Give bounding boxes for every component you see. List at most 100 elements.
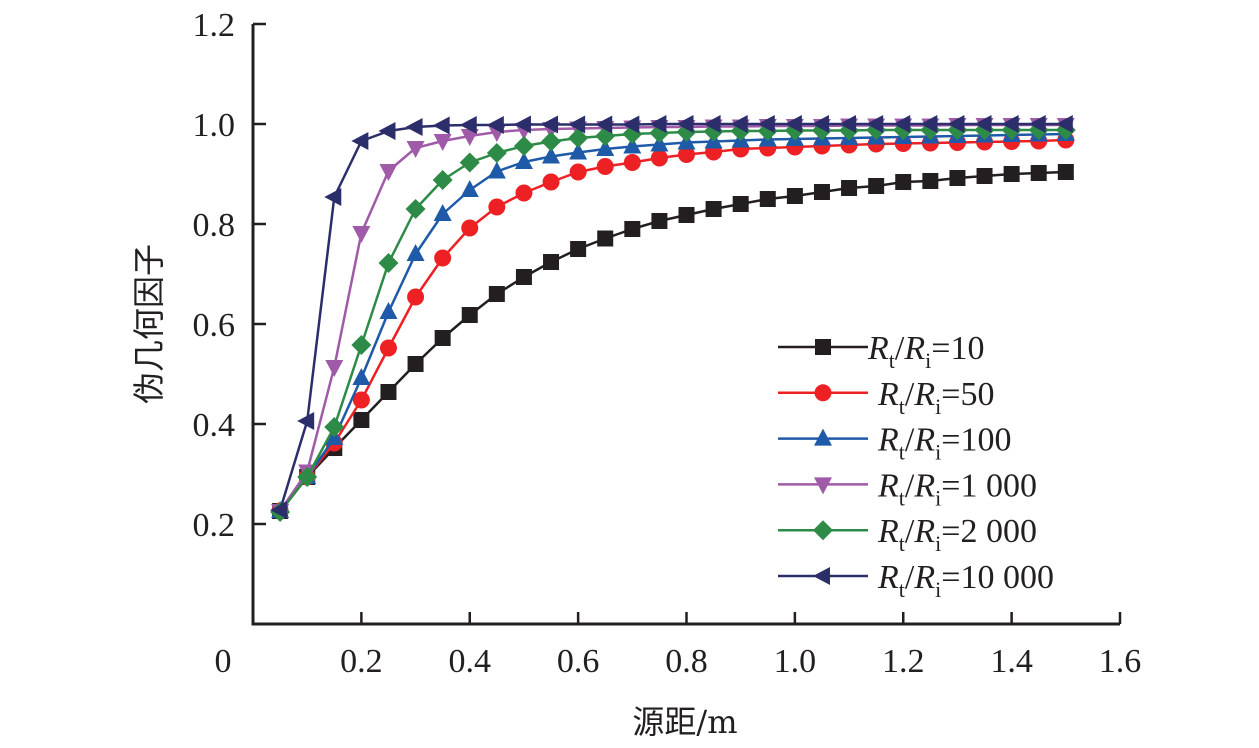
data-point bbox=[651, 213, 668, 229]
legend-label-part: / bbox=[905, 513, 915, 550]
legend-label-part: t bbox=[899, 394, 905, 419]
x-tick-label: 0.2 bbox=[340, 643, 383, 680]
data-point bbox=[623, 154, 641, 171]
y-tick-label: 0.8 bbox=[193, 207, 236, 244]
data-point bbox=[515, 184, 533, 202]
data-point bbox=[352, 368, 371, 385]
y-tick-label: 0.6 bbox=[193, 307, 236, 344]
data-point bbox=[543, 254, 560, 270]
legend-label-part: / bbox=[905, 422, 915, 459]
legend-marker-square bbox=[815, 339, 831, 355]
data-point bbox=[353, 412, 370, 428]
legend-item[interactable]: Rt/Ri=10 000 bbox=[778, 559, 1054, 602]
data-point bbox=[486, 116, 504, 134]
data-point bbox=[297, 412, 315, 430]
data-point bbox=[596, 139, 615, 156]
legend-label-part: R bbox=[913, 559, 935, 596]
data-point bbox=[542, 146, 561, 164]
x-tick-label: 1.0 bbox=[774, 643, 817, 680]
legend-label: Rt/Ri=2 000 bbox=[877, 513, 1037, 556]
data-point bbox=[1001, 115, 1019, 133]
legend-label-part: / bbox=[905, 559, 915, 596]
series-layer bbox=[270, 115, 1076, 522]
legend-label-part: R bbox=[877, 467, 899, 504]
data-point bbox=[974, 115, 992, 133]
data-point bbox=[325, 360, 344, 377]
x-tick-label: 1.6 bbox=[1099, 643, 1142, 680]
legend-label-part: R bbox=[913, 376, 935, 413]
data-point bbox=[732, 196, 749, 212]
axes: 0.2 0.4 0.6 0.8 1.0 1.2 0 0.2 0.4 0.6 0.8 1.0 1.2 1.4… bbox=[193, 7, 1142, 680]
x-tick-label: 1.2 bbox=[882, 643, 925, 680]
x-tick-label: 0.4 bbox=[449, 643, 492, 680]
data-point bbox=[920, 115, 938, 133]
legend-item[interactable]: Rt/Ri=10 bbox=[778, 330, 984, 373]
data-point bbox=[622, 115, 640, 134]
data-point bbox=[569, 163, 587, 181]
data-point bbox=[759, 191, 776, 207]
legend-item[interactable]: Rt/Ri=2 000 bbox=[778, 513, 1037, 556]
legend-label-part: R bbox=[913, 513, 935, 550]
data-point bbox=[976, 168, 993, 184]
legend-item[interactable]: Rt/Ri=1 000 bbox=[778, 467, 1037, 510]
data-point bbox=[460, 129, 479, 146]
x-tick-label: 0.8 bbox=[665, 643, 708, 680]
data-point bbox=[434, 249, 452, 267]
legend-label-part: / bbox=[895, 330, 905, 367]
legend-label-part: t bbox=[899, 440, 905, 465]
data-point bbox=[868, 178, 885, 194]
legend-label-part: i bbox=[935, 440, 941, 465]
legend-label-part: i bbox=[935, 394, 941, 419]
data-point bbox=[433, 134, 452, 151]
data-point bbox=[893, 115, 911, 133]
data-point bbox=[922, 173, 939, 189]
x-tick-label: 0.6 bbox=[557, 643, 600, 680]
legend-marker-triangle-up bbox=[814, 428, 832, 446]
data-point bbox=[432, 116, 450, 135]
legend-item[interactable]: Rt/Ri=100 bbox=[778, 422, 1011, 465]
data-point bbox=[866, 115, 884, 133]
data-point bbox=[1057, 164, 1074, 180]
data-point bbox=[460, 180, 479, 197]
legend-label-part: t bbox=[899, 485, 905, 510]
data-point bbox=[703, 115, 721, 133]
data-point bbox=[407, 288, 425, 306]
y-tick-label: 1.2 bbox=[193, 7, 236, 44]
data-point bbox=[624, 221, 641, 237]
data-point bbox=[757, 115, 775, 133]
y-tick-label: 0.2 bbox=[193, 507, 236, 544]
data-point bbox=[461, 307, 478, 323]
legend-label: Rt/Ri=50 bbox=[877, 376, 994, 419]
data-point bbox=[949, 170, 966, 186]
legend-label-part: R bbox=[877, 559, 899, 596]
data-point bbox=[461, 219, 479, 237]
data-point bbox=[351, 132, 369, 150]
legend-item[interactable]: Rt/Ri=50 bbox=[778, 376, 994, 419]
data-point bbox=[570, 241, 587, 257]
legend-label-part: =10 bbox=[931, 330, 984, 367]
data-point bbox=[487, 161, 506, 179]
data-point bbox=[513, 136, 534, 156]
legend-label-part: i bbox=[935, 531, 941, 556]
data-point bbox=[811, 115, 829, 133]
data-point bbox=[839, 115, 857, 133]
data-point bbox=[514, 152, 533, 169]
data-point bbox=[1055, 115, 1073, 133]
data-point bbox=[813, 184, 830, 200]
legend-label-part: R bbox=[877, 422, 899, 459]
legend-label-part: =50 bbox=[941, 376, 994, 413]
legend-label-part: R bbox=[867, 330, 889, 367]
data-point bbox=[378, 122, 396, 140]
data-point bbox=[515, 269, 532, 285]
data-point bbox=[270, 501, 288, 519]
data-point bbox=[705, 201, 722, 217]
x-axis-title: 源距/m bbox=[632, 703, 737, 741]
legend-label-part: =100 bbox=[941, 422, 1011, 459]
data-point bbox=[676, 115, 694, 133]
legend-label-part: =1 000 bbox=[941, 467, 1037, 504]
data-point bbox=[649, 115, 667, 133]
data-point bbox=[542, 173, 560, 191]
data-point bbox=[1003, 166, 1020, 182]
